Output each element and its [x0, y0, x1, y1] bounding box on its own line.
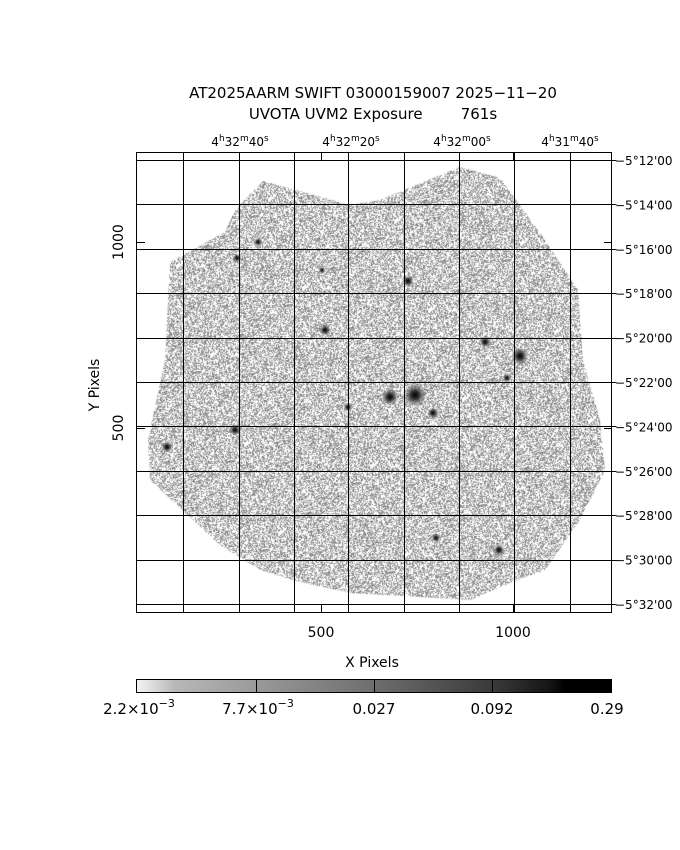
- title-line-2: UVOTA UVM2 Exposure 761s: [249, 105, 498, 123]
- ra-tick-label: 4h32m20s: [322, 134, 380, 149]
- x-tick-label-1000: 1000: [495, 625, 531, 641]
- colorbar-tick-0: 2.2×10−3: [103, 697, 175, 718]
- ra-tick-label: 4h32m40s: [211, 134, 269, 149]
- dec-tick-label: −5°18'00: [615, 287, 673, 301]
- x-tick-label-500: 500: [308, 625, 335, 641]
- ra-tick-label: 4h32m00s: [433, 134, 491, 149]
- dec-tick-label: −5°26'00: [615, 465, 673, 479]
- colorbar-tick-2: 0.027: [353, 700, 396, 718]
- dec-tick-labels: −5°12'00 −5°14'00 −5°16'00 −5°18'00 −5°20'00…: [615, 154, 673, 612]
- ra-tick-labels: 4h32m40s 4h32m20s 4h32m00s 4h31m40s: [211, 134, 599, 149]
- dec-tick-label: −5°20'00: [615, 332, 673, 346]
- plot-frame: [136, 152, 617, 613]
- dec-tick-label: −5°16'00: [615, 243, 673, 257]
- dec-tick-label: −5°32'00: [615, 598, 673, 612]
- colorbar-tick-4: 0.29: [590, 700, 623, 718]
- y-tick-label-500: 500: [111, 415, 127, 442]
- y-tick-label-1000: 1000: [111, 224, 127, 260]
- dec-tick-label: −5°28'00: [615, 509, 673, 523]
- dec-tick-label: −5°14'00: [615, 198, 673, 212]
- dec-tick-label: −5°22'00: [615, 376, 673, 390]
- y-axis-label: Y Pixels: [87, 359, 103, 413]
- colorbar-tick-1: 7.7×10−3: [222, 697, 294, 718]
- x-axis-label: X Pixels: [345, 655, 399, 671]
- dec-tick-label: −5°30'00: [615, 554, 673, 568]
- colorbar-tick-3: 0.092: [471, 700, 514, 718]
- title-line-1: AT2025AARM SWIFT 03000159007 2025−11−20: [189, 84, 557, 102]
- ra-tick-label: 4h31m40s: [541, 134, 599, 149]
- dec-tick-label: −5°24'00: [615, 420, 673, 434]
- dec-tick-label: −5°12'00: [615, 154, 673, 168]
